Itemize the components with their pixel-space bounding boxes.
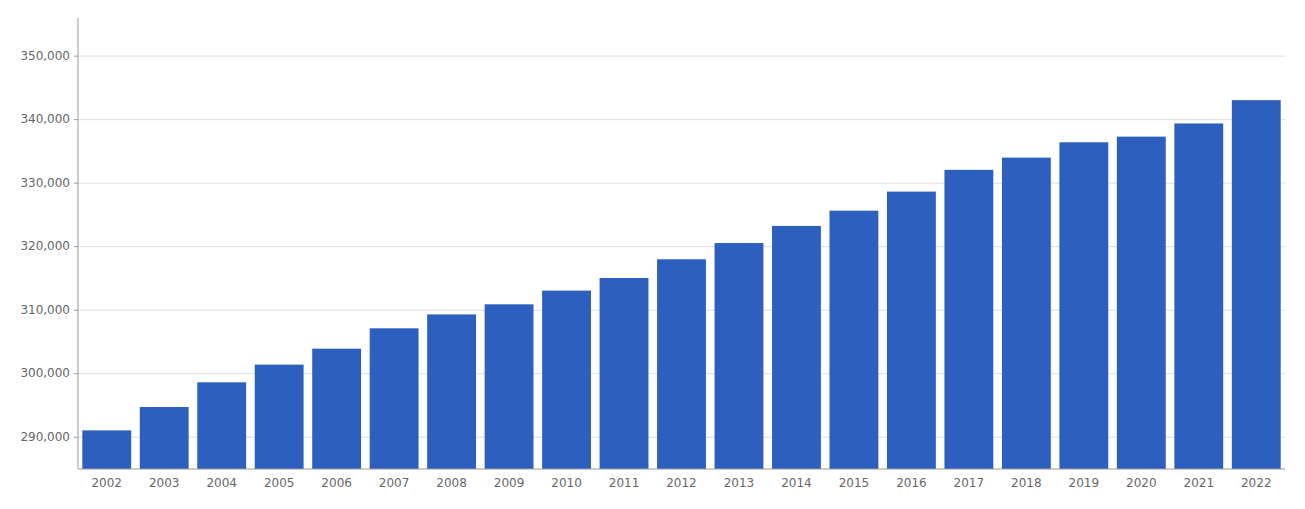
y-tick [74,437,78,438]
grid-line [78,119,1285,120]
y-tick [74,183,78,184]
y-tick-label: 310,000 [20,303,70,317]
x-tick-label: 2014 [781,476,812,490]
x-tick-label: 2010 [551,476,582,490]
bar [1002,158,1051,469]
x-tick-label: 2012 [666,476,697,490]
bar [600,278,649,469]
bar [1174,123,1223,469]
bar [715,243,764,469]
bar [830,211,879,469]
bar [887,192,936,469]
x-tick-label: 2003 [149,476,180,490]
x-tick-label: 2009 [494,476,525,490]
bar [485,304,534,469]
y-axis-line [78,18,79,469]
x-tick-label: 2015 [839,476,870,490]
bar [312,349,361,469]
y-tick [74,56,78,57]
x-tick-label: 2017 [954,476,985,490]
y-tick-label: 320,000 [20,239,70,253]
x-tick-label: 2007 [379,476,410,490]
x-tick-label: 2005 [264,476,295,490]
x-axis-line [78,469,1285,470]
y-tick [74,373,78,374]
y-tick-label: 290,000 [20,430,70,444]
x-tick-label: 2013 [724,476,755,490]
chart: 290,000 300,000 310,000 320,000 330,000 340,0… [0,0,1305,509]
bars [82,100,1280,469]
bar [427,314,476,469]
y-tick-label: 350,000 [20,49,70,63]
y-tick-label: 330,000 [20,176,70,190]
y-tick [74,246,78,247]
x-tick-label: 2022 [1241,476,1272,490]
bar [1117,137,1166,469]
axes: 290,000 300,000 310,000 320,000 330,000 340,0… [20,18,1285,490]
y-tick-label: 340,000 [20,112,70,126]
bar [944,170,993,469]
x-tick-label: 2020 [1126,476,1157,490]
bar [370,328,419,469]
bar [772,226,821,469]
y-tick [74,310,78,311]
x-tick-label: 2004 [206,476,237,490]
bar [542,291,591,469]
bar [255,365,304,469]
bar [657,259,706,469]
x-tick-label: 2016 [896,476,927,490]
grid-line [78,56,1285,57]
bar [1059,142,1108,469]
y-tick [74,119,78,120]
x-tick-label: 2011 [609,476,640,490]
bar [1232,100,1281,469]
x-tick-label: 2018 [1011,476,1042,490]
x-tick-label: 2002 [91,476,122,490]
bar [82,430,131,469]
bar [140,407,189,469]
x-tick-label: 2019 [1069,476,1100,490]
bar [197,382,246,469]
y-tick-label: 300,000 [20,366,70,380]
x-tick-label: 2021 [1184,476,1215,490]
x-tick-label: 2006 [321,476,352,490]
chart-container: 290,000 300,000 310,000 320,000 330,000 340,0… [0,0,1305,509]
x-tick-label: 2008 [436,476,467,490]
